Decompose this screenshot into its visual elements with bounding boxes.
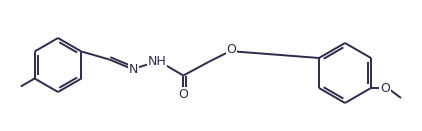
Text: O: O <box>380 81 390 94</box>
Text: NH: NH <box>148 55 167 68</box>
Text: O: O <box>227 43 236 56</box>
Text: O: O <box>179 88 188 101</box>
Text: N: N <box>129 63 138 76</box>
